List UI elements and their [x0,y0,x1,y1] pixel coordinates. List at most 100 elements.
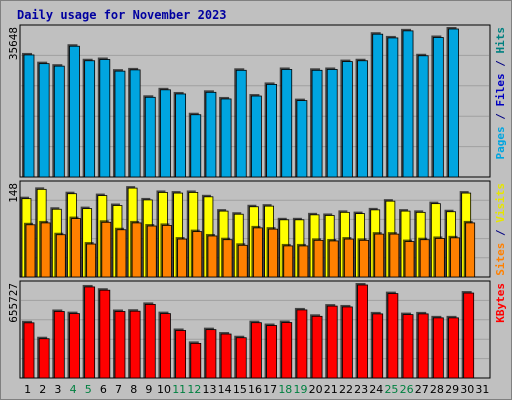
x-tick-label: 20 [309,383,323,396]
axis-label-middle: Sites / Visits [494,183,507,276]
x-tick-label: 6 [100,383,107,396]
bar-sites-day-5 [86,243,97,278]
x-tick-label: 8 [130,383,137,396]
x-tick-label: 14 [218,383,232,396]
bar-hits-day-19 [296,100,308,178]
x-tick-label: 4 [70,383,77,396]
bar-kbytes-day-15 [235,337,247,379]
x-tick-label: 25 [384,383,398,396]
bar-kbytes-day-30 [463,292,475,379]
x-tick-label: 1 [24,383,31,396]
bar-kbytes-day-21 [326,305,338,379]
bar-hits-day-3 [53,65,65,178]
bar-sites-day-23 [359,239,369,278]
axis-label-part: / [494,54,507,74]
chart-title: Daily usage for November 2023 [17,8,227,22]
bar-hits-day-10 [160,89,171,178]
axis-label-part: Sites [494,243,507,276]
x-tick-label: 10 [157,383,171,396]
panel-bottom: 655727 KBytes [7,280,507,379]
axis-label-part: / [494,107,507,127]
bar-sites-day-28 [434,238,445,278]
bar-hits-day-11 [175,93,187,178]
bar-hits-day-20 [311,69,323,178]
max-value-label: 655727 [7,283,20,323]
bar-kbytes-day-28 [432,317,444,379]
bar-sites-day-24 [374,233,385,278]
bar-sites-day-26 [404,241,415,278]
bar-sites-day-27 [419,239,430,278]
bar-hits-day-27 [417,55,429,178]
x-tick-label: 27 [415,383,429,396]
max-value-label: 148 [7,183,20,203]
bar-kbytes-day-10 [160,313,171,379]
bar-kbytes-day-6 [99,289,111,379]
x-tick-label: 23 [354,383,368,396]
x-tick-label: 7 [115,383,122,396]
bar-kbytes-day-2 [38,338,50,379]
bar-sites-day-22 [343,238,354,278]
bar-kbytes-day-20 [311,315,323,379]
bar-sites-day-13 [207,235,218,278]
bar-hits-day-7 [114,70,126,178]
bar-kbytes-day-23 [357,284,368,379]
bar-hits-day-5 [84,60,96,178]
bar-sites-day-17 [268,228,278,278]
bar-kbytes-day-24 [372,313,384,379]
bar-sites-day-20 [313,239,324,278]
bar-sites-day-8 [131,222,142,278]
bar-hits-day-24 [372,33,384,178]
bar-kbytes-day-12 [190,342,202,379]
bar-hits-day-14 [220,98,232,178]
panel-top: 35648 Pages / Files / Hits [7,24,507,178]
x-tick-label: 17 [263,383,277,396]
bar-sites-day-25 [389,233,400,278]
x-tick-label: 31 [475,383,489,396]
bar-kbytes-day-27 [417,313,429,379]
x-tick-label: 12 [187,383,201,396]
axis-label-part: Pages [494,126,507,159]
bar-kbytes-day-11 [175,330,187,379]
bar-hits-day-28 [432,37,444,178]
bar-hits-day-16 [251,95,262,178]
bar-hits-day-8 [129,69,141,178]
bar-kbytes-day-29 [448,317,459,379]
bar-kbytes-day-14 [220,333,232,379]
x-tick-label: 3 [54,383,61,396]
bar-kbytes-day-26 [402,314,414,379]
bar-hits-day-15 [235,69,247,178]
x-tick-label: 2 [39,383,46,396]
bar-kbytes-day-5 [84,286,96,379]
bar-hits-day-4 [69,45,80,178]
x-tick-label: 5 [85,383,92,396]
bar-hits-day-6 [99,59,111,178]
axis-label-part: Visits [494,183,507,223]
bar-hits-day-9 [144,96,156,178]
bar-kbytes-day-22 [341,306,353,379]
bar-hits-day-13 [205,91,217,178]
x-tick-label: 30 [460,383,474,396]
bar-hits-day-12 [190,114,202,178]
bar-kbytes-day-1 [23,322,35,379]
bar-kbytes-day-9 [144,303,156,379]
bar-sites-day-29 [450,237,460,278]
x-tick-label: 24 [369,383,383,396]
axis-label-part: Files [494,73,507,106]
bar-sites-day-21 [328,240,339,278]
bar-sites-day-9 [146,225,157,278]
bar-hits-day-22 [341,61,353,178]
bar-sites-day-4 [71,218,81,278]
bar-sites-day-6 [101,221,112,278]
bar-sites-day-1 [25,224,36,278]
bar-hits-day-29 [448,28,459,178]
bar-kbytes-day-17 [266,325,277,379]
axis-label-part: KBytes [494,283,507,323]
x-tick-label: 16 [248,383,262,396]
axis-label-top: Pages / Files / Hits [494,27,507,160]
bar-hits-day-18 [281,69,293,178]
bar-sites-day-11 [177,238,188,278]
x-tick-label: 28 [430,383,444,396]
x-tick-label: 13 [203,383,217,396]
